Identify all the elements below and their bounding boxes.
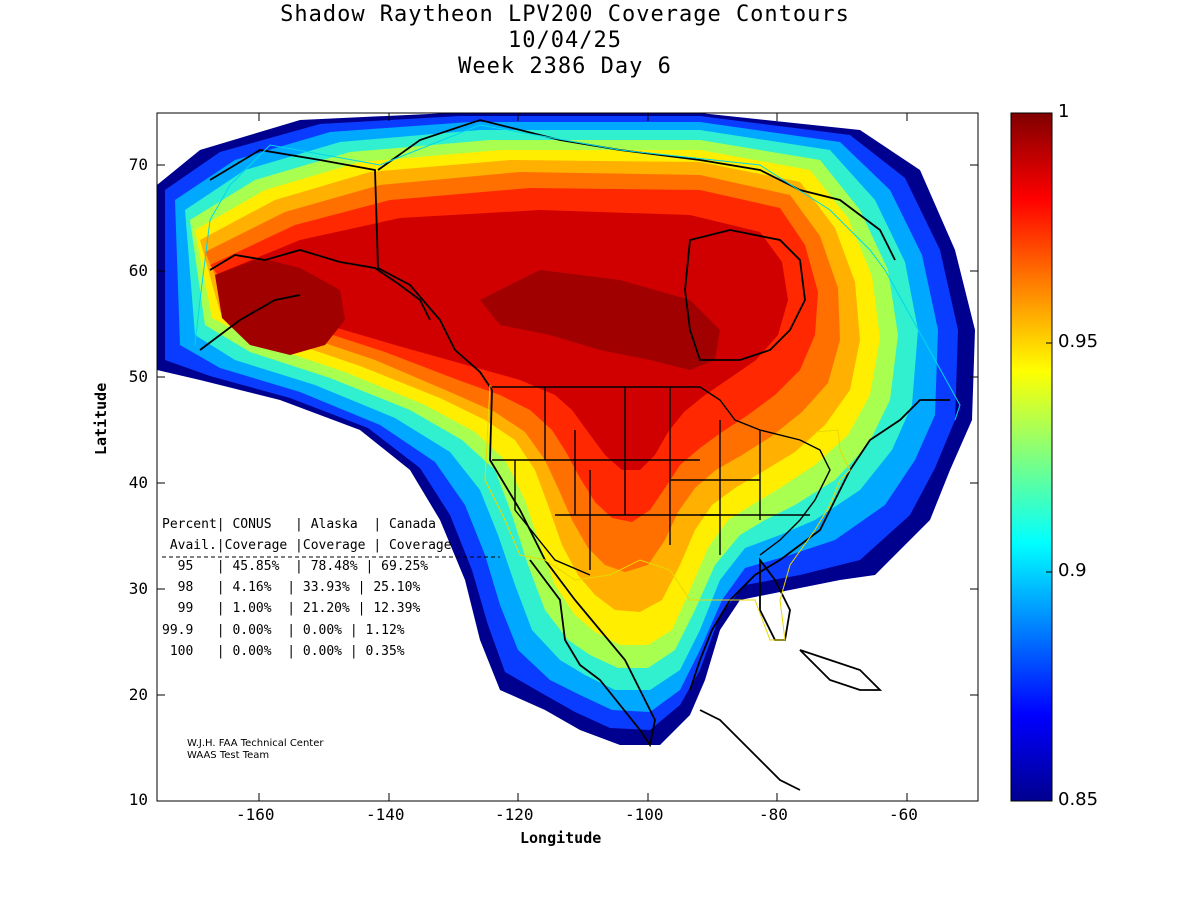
- colorbar-tick-label: 0.85: [1058, 789, 1099, 810]
- coverage-band-100b: [480, 270, 720, 370]
- service-volume-outline: [194, 124, 961, 421]
- state-borders: [492, 386, 831, 576]
- colorbar-tick-label: 0.95: [1058, 331, 1099, 352]
- tick-marks: [157, 113, 978, 801]
- x-tick-label: -120: [495, 805, 534, 824]
- colorbar-tick-label: 0.9: [1058, 560, 1087, 581]
- x-tick-label: -160: [236, 805, 275, 824]
- chart-date: 10/04/25: [508, 28, 622, 53]
- conus-outline: [484, 384, 851, 641]
- table-row: 98 | 4.16% | 33.93% | 25.10%: [162, 580, 421, 595]
- table-row: 99.9 | 0.00% | 0.00% | 1.12%: [162, 623, 405, 638]
- y-tick-label: 60: [128, 261, 148, 280]
- x-tick-label: -80: [759, 805, 788, 824]
- credit-line-1: W.J.H. FAA Technical Center: [187, 738, 324, 749]
- table-header-2: Avail.|Coverage |Coverage | Coverage: [162, 538, 452, 553]
- colorbar-ticks: [1046, 112, 1052, 802]
- table-row: 95 | 45.85% | 78.48% | 69.25%: [162, 559, 429, 574]
- plot-frame: [156, 112, 979, 802]
- y-axis-label: Latitude: [92, 382, 110, 455]
- contour-layers: [157, 113, 975, 745]
- y-tick-label: 30: [128, 579, 148, 598]
- table-header-1: Percent| CONUS | Alaska | Canada: [162, 517, 436, 532]
- table-row: 100 | 0.00% | 0.00% | 0.35%: [162, 644, 405, 659]
- table-row: 99 | 1.00% | 21.20% | 12.39%: [162, 601, 421, 616]
- x-tick-label: -100: [625, 805, 664, 824]
- x-tick-label: -140: [366, 805, 405, 824]
- coverage-band-099: [215, 210, 788, 470]
- x-axis-label: Longitude: [520, 829, 602, 847]
- coastlines: [199, 119, 950, 791]
- y-tick-label: 40: [128, 473, 148, 492]
- x-tick-label: -60: [889, 805, 918, 824]
- y-tick-label: 20: [128, 685, 148, 704]
- y-tick-label: 50: [128, 367, 148, 386]
- colorbar: [1010, 112, 1053, 802]
- chart-title: Shadow Raytheon LPV200 Coverage Contours: [280, 2, 850, 27]
- y-tick-label: 10: [128, 790, 148, 809]
- chart-week: Week 2386 Day 6: [458, 54, 672, 79]
- credit-line-2: WAAS Test Team: [187, 750, 270, 761]
- coverage-band-100: [215, 258, 345, 355]
- colorbar-tick-label: 1: [1058, 101, 1070, 122]
- y-tick-label: 70: [128, 155, 148, 174]
